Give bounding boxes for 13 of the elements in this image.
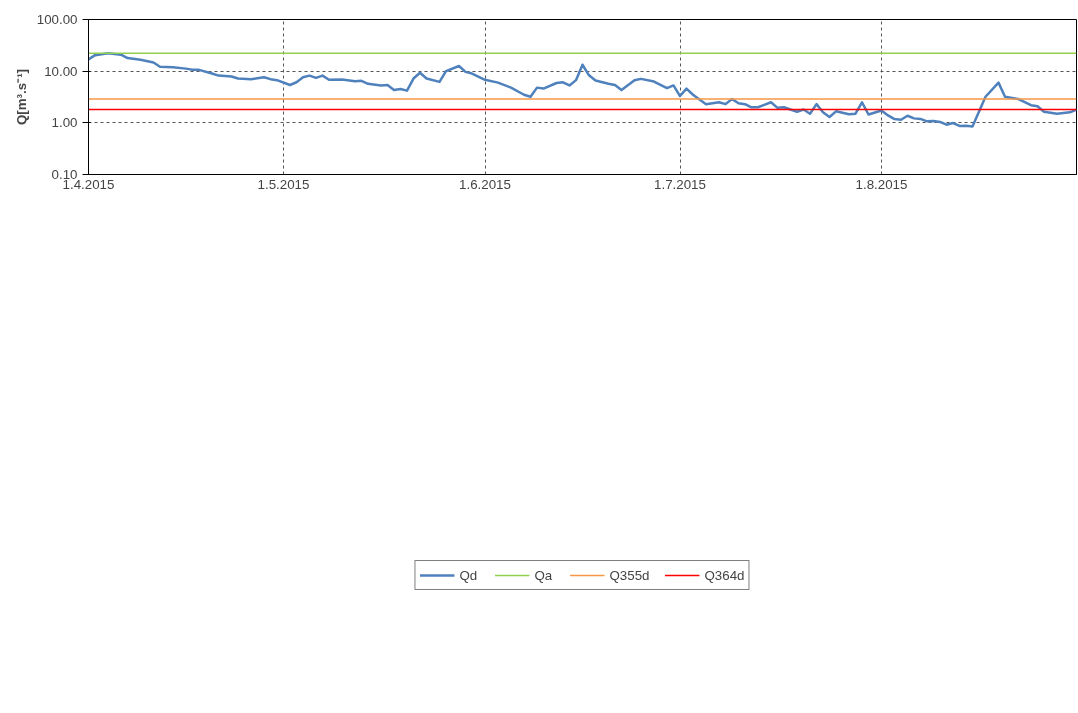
y-tick-label: 1.00	[51, 115, 78, 131]
legend-label: Q355d	[609, 567, 650, 583]
legend-label: Q364d	[704, 567, 745, 583]
y-tick-label: 100.00	[36, 12, 78, 27]
x-tick-label: 1.6.2015	[459, 176, 511, 192]
x-tick-label: 1.5.2015	[257, 176, 310, 192]
x-tick-label: 1.7.2015	[654, 176, 706, 192]
legend-label: Qd	[459, 567, 479, 583]
x-tick-label: 1.8.2015	[855, 176, 908, 192]
legend-label: Qa	[534, 567, 554, 583]
line-series	[88, 51, 1077, 128]
y-axis-title: Q[m³.s⁻¹]	[13, 68, 29, 126]
y-tick-label: 10.00	[44, 63, 78, 79]
